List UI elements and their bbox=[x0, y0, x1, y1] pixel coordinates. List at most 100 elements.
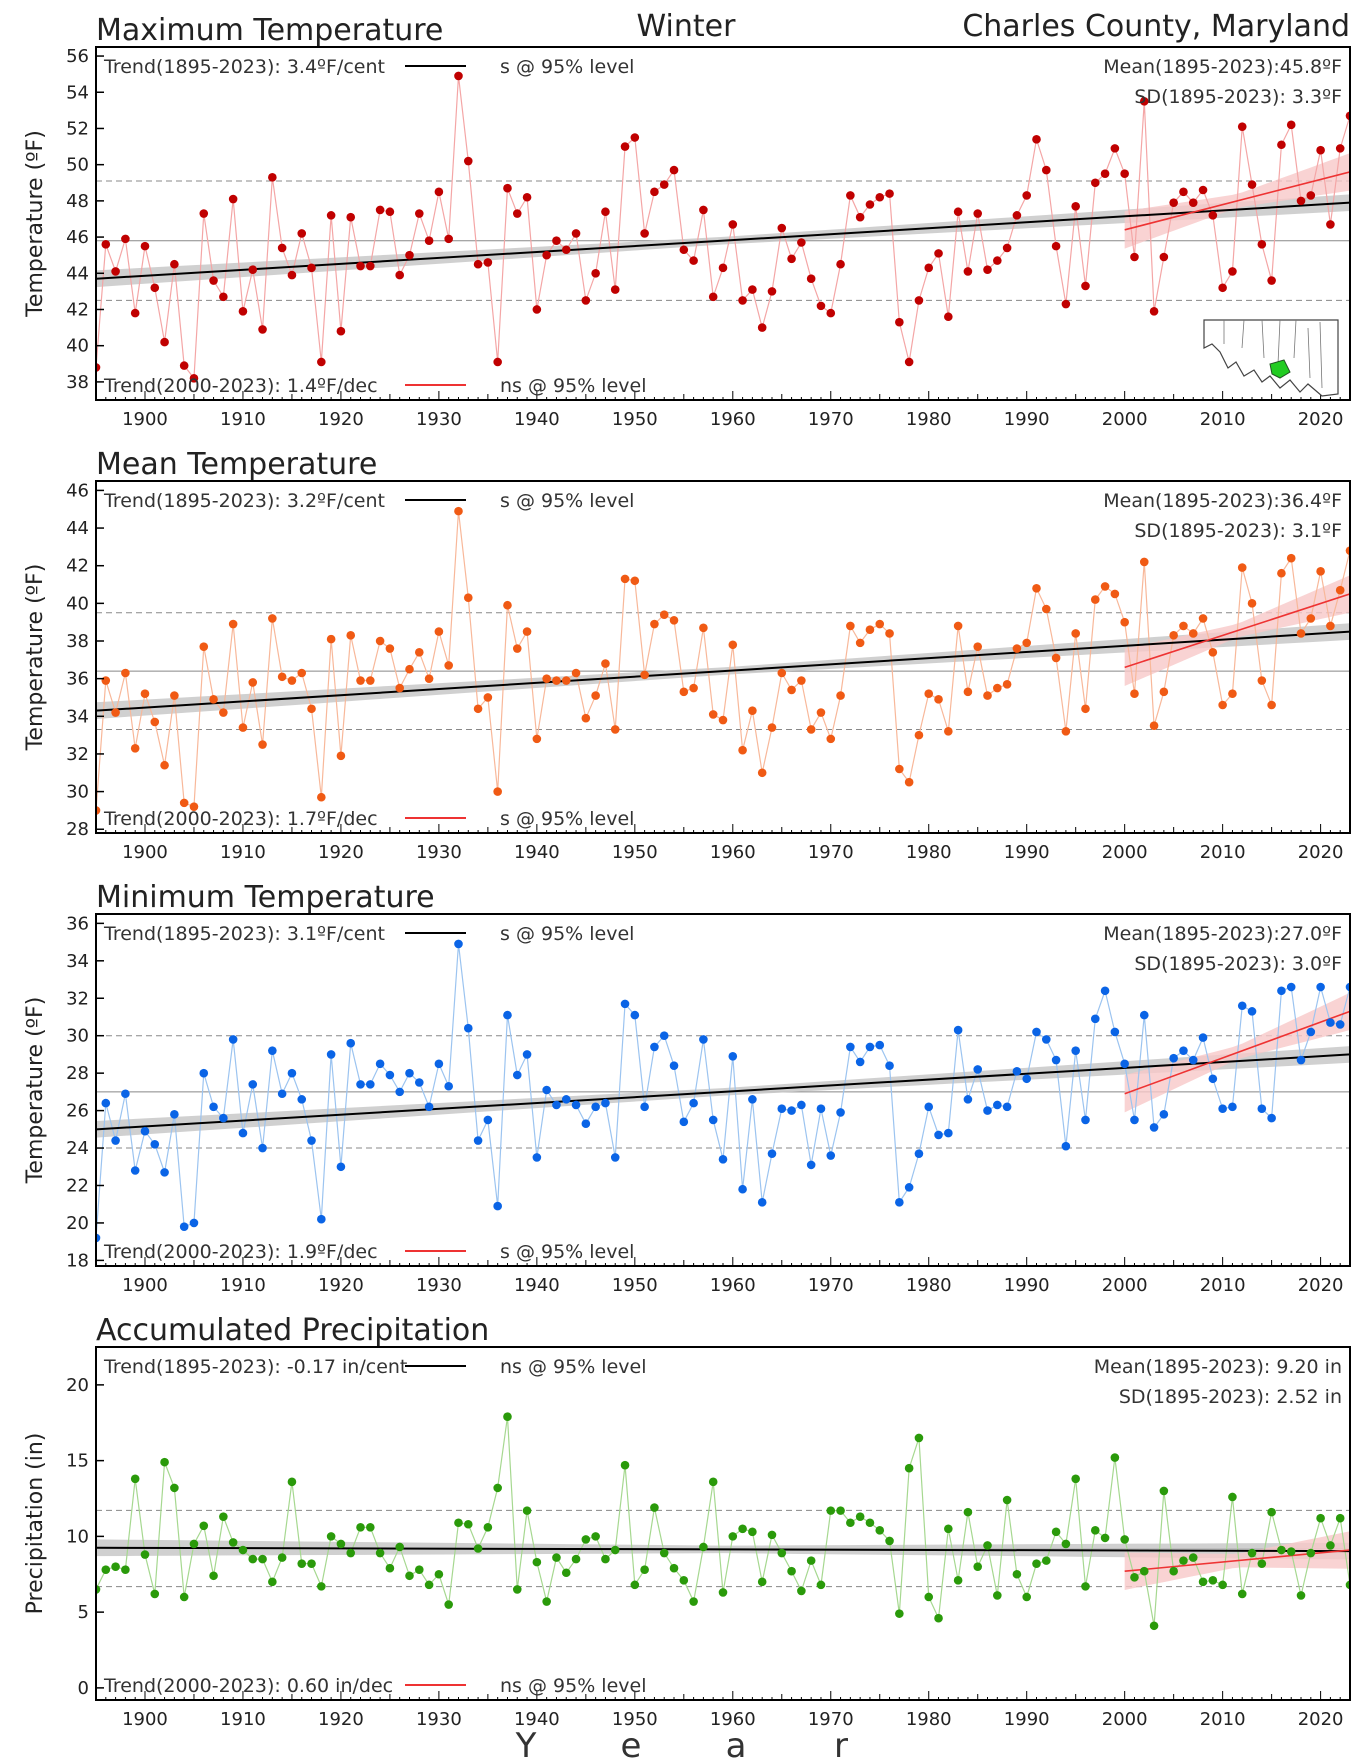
data-point bbox=[111, 1562, 120, 1571]
data-point bbox=[96, 1585, 101, 1594]
x-tick-label: 2010 bbox=[1200, 1709, 1246, 1730]
data-point bbox=[973, 642, 983, 651]
x-tick-label: 2000 bbox=[1102, 842, 1148, 863]
data-point bbox=[228, 194, 238, 204]
data-point bbox=[170, 1110, 179, 1119]
data-point bbox=[356, 676, 365, 685]
data-point bbox=[659, 1031, 669, 1041]
data-point bbox=[150, 717, 160, 727]
data-point bbox=[1208, 1074, 1218, 1084]
data-point bbox=[1149, 1621, 1159, 1631]
data-point bbox=[375, 205, 385, 215]
data-point bbox=[101, 1098, 111, 1108]
data-point bbox=[1228, 1102, 1237, 1112]
data-point bbox=[297, 229, 307, 238]
x-tick-label: 1900 bbox=[122, 1709, 168, 1730]
data-point bbox=[170, 1483, 179, 1493]
data-point bbox=[826, 308, 836, 318]
data-point bbox=[1061, 1141, 1071, 1151]
data-point bbox=[1022, 1074, 1032, 1084]
x-tick-label: 1920 bbox=[318, 1709, 364, 1730]
data-point bbox=[1159, 252, 1169, 262]
data-point bbox=[610, 1153, 620, 1162]
data-point bbox=[424, 236, 434, 245]
data-point bbox=[1169, 631, 1178, 640]
data-point bbox=[297, 1095, 307, 1104]
data-point bbox=[1169, 1566, 1178, 1576]
recent-trend-text: Trend(2000-2023): 1.7ºF/dec bbox=[103, 808, 378, 830]
data-point bbox=[1022, 191, 1032, 200]
data-point bbox=[150, 1139, 160, 1149]
data-point bbox=[150, 283, 160, 293]
data-point bbox=[434, 187, 444, 197]
data-point bbox=[473, 1136, 483, 1145]
data-point bbox=[620, 1460, 630, 1470]
data-point bbox=[708, 292, 718, 302]
x-tick-label: 1920 bbox=[318, 1275, 364, 1296]
data-point bbox=[826, 1506, 836, 1515]
x-tick-label: 1910 bbox=[220, 842, 266, 863]
data-point bbox=[248, 1080, 258, 1089]
data-point bbox=[542, 250, 551, 260]
data-point bbox=[1218, 283, 1227, 293]
data-point bbox=[522, 1050, 532, 1059]
data-point bbox=[493, 787, 502, 796]
data-point bbox=[1345, 1580, 1350, 1590]
data-point bbox=[1277, 568, 1286, 578]
location-label: Charles County, Maryland bbox=[962, 9, 1350, 44]
data-point bbox=[140, 689, 150, 699]
data-point bbox=[797, 1586, 806, 1596]
data-point bbox=[1032, 1027, 1041, 1037]
data-point bbox=[1267, 1113, 1276, 1123]
long-trend-line bbox=[96, 1546, 1350, 1553]
county-borders bbox=[1223, 319, 1323, 389]
data-point bbox=[1081, 1115, 1090, 1125]
data-point bbox=[581, 713, 591, 723]
data-point bbox=[1316, 1513, 1325, 1523]
data-point bbox=[170, 691, 179, 700]
data-point bbox=[277, 243, 287, 253]
data-point bbox=[767, 1530, 777, 1540]
data-point bbox=[757, 323, 767, 332]
data-point bbox=[865, 200, 875, 209]
data-point bbox=[130, 1474, 140, 1484]
sd-text: SD(1895-2023): 3.1ºF bbox=[1134, 520, 1342, 542]
data-point bbox=[806, 1160, 816, 1170]
data-point bbox=[1061, 727, 1071, 736]
data-point bbox=[1306, 614, 1316, 623]
data-point bbox=[983, 265, 992, 274]
data-point bbox=[875, 192, 885, 202]
data-point bbox=[1237, 122, 1247, 131]
data-point bbox=[503, 1412, 512, 1421]
data-point bbox=[846, 621, 855, 631]
data-point bbox=[1002, 243, 1012, 253]
x-tick-label: 2020 bbox=[1298, 1709, 1344, 1730]
data-point bbox=[258, 1143, 267, 1153]
data-point bbox=[738, 1184, 747, 1194]
data-point bbox=[591, 691, 600, 700]
data-point bbox=[512, 1070, 522, 1080]
data-point bbox=[209, 695, 218, 704]
data-point bbox=[816, 301, 826, 311]
data-point bbox=[532, 1153, 542, 1162]
data-point bbox=[375, 1059, 385, 1069]
data-point bbox=[189, 1218, 199, 1228]
data-point bbox=[767, 287, 777, 296]
recent-trend-significance: s @ 95% level bbox=[500, 1241, 634, 1263]
data-point bbox=[297, 1559, 307, 1568]
data-point bbox=[1335, 1513, 1345, 1523]
data-point bbox=[1286, 1547, 1296, 1556]
data-point bbox=[454, 1518, 463, 1528]
y-tick-label: 40 bbox=[66, 593, 89, 614]
data-point bbox=[512, 644, 522, 653]
x-tick-label: 2020 bbox=[1298, 1275, 1344, 1296]
x-axis-title-letter: e bbox=[621, 1726, 642, 1760]
data-point bbox=[748, 706, 757, 715]
data-point bbox=[1012, 1569, 1022, 1579]
data-point bbox=[395, 683, 405, 693]
recent-trend-line bbox=[1124, 1010, 1350, 1095]
recent-trend-significance: s @ 95% level bbox=[500, 808, 634, 830]
data-point bbox=[699, 205, 708, 215]
data-point bbox=[1130, 1572, 1139, 1582]
